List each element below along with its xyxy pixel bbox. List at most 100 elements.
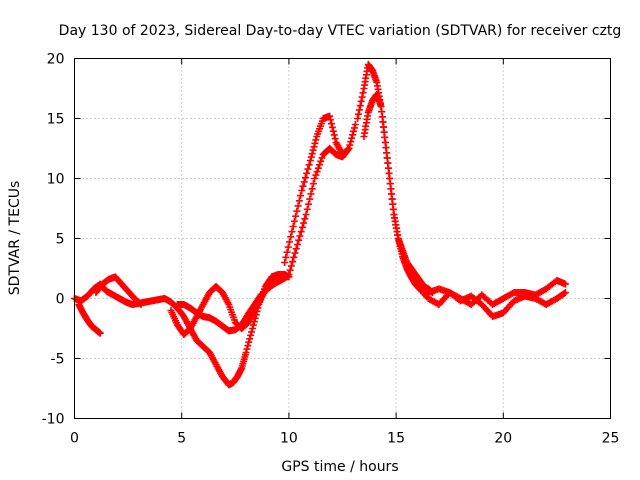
data-point xyxy=(298,223,306,231)
data-point xyxy=(318,154,326,162)
data-point xyxy=(344,146,352,154)
data-point xyxy=(561,289,569,296)
data-point xyxy=(350,127,358,135)
x-tick-label: 15 xyxy=(387,431,405,447)
data-point xyxy=(243,345,251,353)
y-axis-label: SDTVAR / TECUs xyxy=(7,181,23,296)
data-point xyxy=(289,223,297,230)
data-point xyxy=(349,131,357,139)
data-point xyxy=(328,123,336,131)
data-point xyxy=(350,124,358,132)
data-point xyxy=(306,157,314,164)
data-point xyxy=(298,187,306,194)
data-point xyxy=(327,116,335,124)
data-point xyxy=(314,164,322,172)
data-point xyxy=(289,258,297,266)
data-point xyxy=(307,153,315,161)
data-point xyxy=(281,259,289,266)
data-point xyxy=(317,157,325,165)
data-point xyxy=(354,110,362,118)
data-point xyxy=(348,134,356,142)
data-point xyxy=(296,232,304,240)
data-series xyxy=(71,61,569,389)
data-point xyxy=(248,328,256,336)
data-point xyxy=(297,192,305,200)
data-point xyxy=(312,136,320,144)
data-point xyxy=(286,266,294,274)
data-point xyxy=(313,168,321,176)
series-track-g xyxy=(285,145,353,278)
data-point xyxy=(249,321,257,329)
data-point xyxy=(294,202,302,210)
data-point xyxy=(560,289,568,297)
data-point xyxy=(330,131,338,139)
data-point xyxy=(244,342,252,350)
series-track-c xyxy=(92,273,145,308)
data-point xyxy=(359,89,367,97)
y-tick-label: -5 xyxy=(51,352,65,368)
data-point xyxy=(245,338,253,346)
data-point xyxy=(304,165,312,173)
y-tick-label: 0 xyxy=(56,292,65,308)
data-point xyxy=(358,93,366,101)
chart-title: Day 130 of 2023, Sidereal Day-to-day VTE… xyxy=(59,23,622,39)
y-tick-label: 5 xyxy=(56,232,65,248)
data-point xyxy=(312,171,320,179)
data-point xyxy=(356,102,364,110)
y-tick-label: 10 xyxy=(47,172,65,188)
x-tick-label: 20 xyxy=(494,431,512,447)
data-point xyxy=(327,120,335,128)
data-point xyxy=(242,349,250,356)
y-tick-label: 20 xyxy=(47,52,65,68)
data-point xyxy=(250,318,258,326)
data-point xyxy=(303,205,311,213)
data-point xyxy=(246,335,254,343)
data-point xyxy=(284,243,292,251)
data-point xyxy=(561,280,569,288)
data-point xyxy=(291,249,299,257)
data-point xyxy=(96,329,104,337)
data-point xyxy=(299,182,307,190)
data-point xyxy=(355,106,363,114)
data-point xyxy=(357,97,365,105)
data-point xyxy=(136,300,144,308)
series-track-e xyxy=(173,273,291,335)
data-point xyxy=(248,325,256,332)
series-track-i xyxy=(360,91,437,296)
data-point xyxy=(309,146,317,154)
x-tick-label: 10 xyxy=(280,431,298,447)
data-point xyxy=(247,331,255,339)
data-point xyxy=(308,150,316,158)
data-point xyxy=(347,138,355,146)
x-tick-label: 0 xyxy=(70,431,79,447)
series-track-b xyxy=(75,301,104,337)
data-point xyxy=(285,271,293,278)
data-point xyxy=(345,145,353,152)
x-tick-label: 5 xyxy=(177,431,186,447)
data-point xyxy=(306,195,314,203)
data-point xyxy=(293,207,301,215)
data-point xyxy=(292,212,300,220)
data-point xyxy=(287,262,295,270)
data-point xyxy=(310,143,318,151)
series-track-k xyxy=(424,285,569,320)
data-point xyxy=(290,217,298,225)
data-point xyxy=(326,112,334,120)
data-point xyxy=(286,238,294,246)
data-point xyxy=(290,253,298,261)
data-point xyxy=(287,233,295,241)
data-point xyxy=(300,178,308,186)
data-point xyxy=(311,139,319,147)
data-point xyxy=(288,228,296,236)
data-point xyxy=(292,245,300,253)
y-tick-label: 15 xyxy=(47,112,65,128)
data-point xyxy=(295,236,303,244)
data-point xyxy=(329,127,337,135)
data-point xyxy=(302,211,310,218)
plot-frame xyxy=(74,58,611,419)
data-point xyxy=(293,241,301,248)
data-point xyxy=(301,215,309,223)
data-point xyxy=(282,253,290,261)
data-point xyxy=(301,174,309,182)
